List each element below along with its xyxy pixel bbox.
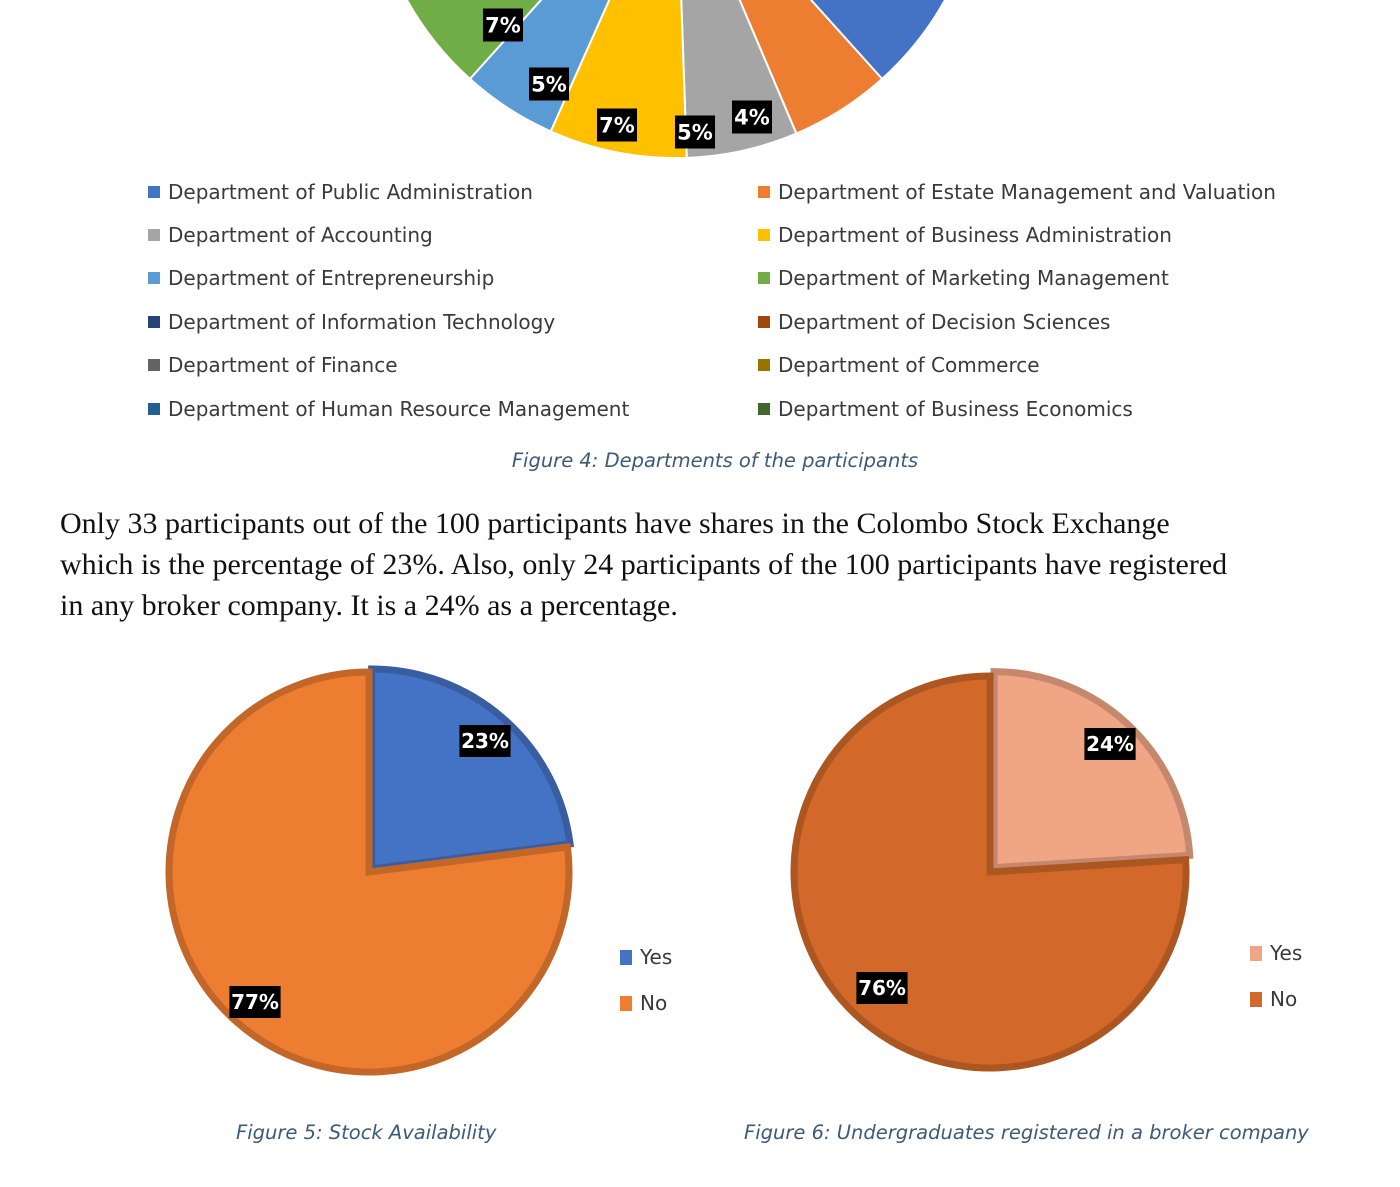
pie-label-no: 76%: [856, 972, 908, 1004]
pie-slice-yes: [368, 665, 574, 873]
pie-label-yes: 24%: [1084, 728, 1136, 760]
broker-registration-legend: Yes No: [1250, 930, 1302, 1022]
pie-slice-no: [790, 672, 1190, 1072]
legend-label: Department of Human Resource Management: [168, 396, 630, 421]
legend-swatch: [758, 359, 770, 372]
legend-swatch: [148, 272, 160, 285]
legend-swatch: [758, 229, 770, 242]
legend-item-department: Department of Human Resource Management: [148, 387, 758, 430]
legend-label: No: [640, 991, 668, 1015]
department-pie-label: 7%: [482, 8, 524, 42]
legend-label: Yes: [1270, 941, 1303, 965]
department-pie-label: 5%: [674, 115, 716, 149]
legend-swatch: [620, 949, 632, 965]
legend-item-yes: Yes: [1250, 930, 1302, 976]
stock-availability-pie-chart: 23% 77%: [165, 665, 574, 1076]
paragraph-line: in any broker company. It is a 24% as a …: [60, 589, 678, 622]
legend-label: Department of Accounting: [168, 223, 433, 248]
legend-label: Department of Decision Sciences: [778, 309, 1111, 334]
pie-label-no: 77%: [229, 986, 281, 1018]
legend-item-department: Department of Marketing Management: [758, 257, 1348, 300]
departments-legend: Department of Public Administration Depar…: [148, 170, 1348, 430]
legend-item-department: Department of Business Economics: [758, 387, 1348, 430]
figure-5-caption: Figure 5: Stock Availability: [236, 1121, 497, 1144]
legend-label: Department of Commerce: [778, 353, 1040, 378]
legend-item-no: No: [620, 980, 672, 1026]
paragraph-line: Only 33 participants out of the 100 part…: [60, 507, 1170, 540]
legend-swatch: [148, 402, 160, 415]
department-pie-label: 4%: [731, 100, 773, 134]
legend-swatch: [758, 402, 770, 415]
legend-item-department: Department of Decision Sciences: [758, 300, 1348, 343]
svg-text:77%: 77%: [231, 990, 279, 1014]
legend-swatch: [758, 315, 770, 328]
svg-text:24%: 24%: [1086, 732, 1134, 756]
legend-label: Department of Public Administration: [168, 179, 533, 204]
paragraph-line: which is the percentage of 23%. Also, on…: [60, 548, 1228, 581]
broker-registration-pie-chart: 24% 76%: [790, 668, 1194, 1072]
legend-label: Department of Entrepreneurship: [168, 266, 495, 291]
legend-swatch: [758, 272, 770, 285]
legend-label: Department of Business Economics: [778, 396, 1133, 421]
department-pie-label: 7%: [596, 108, 638, 142]
legend-item-department: Department of Finance: [148, 344, 758, 387]
legend-swatch: [758, 185, 770, 198]
stock-availability-legend: Yes No: [620, 934, 672, 1026]
departments-pie-chart: 7% 5% 7% 5% 4%: [405, 0, 947, 159]
legend-item-department: Department of Estate Management and Valu…: [758, 170, 1348, 213]
department-pie-label: 5%: [528, 67, 570, 101]
svg-text:5%: 5%: [677, 121, 713, 145]
figure-6-caption: Figure 6: Undergraduates registered in a…: [744, 1121, 1309, 1144]
svg-text:7%: 7%: [485, 14, 521, 38]
pie-slice-no: [165, 668, 573, 1076]
legend-label: Department of Estate Management and Valu…: [778, 179, 1276, 204]
department-pie-slice: [809, 0, 947, 81]
legend-item-department: Department of Public Administration: [148, 170, 758, 213]
legend-item-yes: Yes: [620, 934, 672, 980]
body-paragraph: Only 33 participants out of the 100 part…: [60, 503, 1360, 626]
legend-item-department: Department of Commerce: [758, 344, 1348, 387]
legend-label: Department of Finance: [168, 353, 398, 378]
svg-text:23%: 23%: [461, 729, 509, 753]
legend-item-department: Department of Information Technology: [148, 300, 758, 343]
legend-label: No: [1270, 987, 1298, 1011]
pie-slice-yes: [990, 668, 1194, 872]
svg-text:7%: 7%: [599, 114, 635, 138]
pie-label-yes: 23%: [459, 725, 511, 757]
legend-swatch: [148, 185, 160, 198]
svg-text:76%: 76%: [858, 976, 906, 1000]
legend-swatch: [1250, 991, 1262, 1007]
legend-label: Department of Business Administration: [778, 223, 1172, 248]
legend-item-department: Department of Entrepreneurship: [148, 257, 758, 300]
legend-label: Yes: [640, 945, 673, 969]
figure-4-caption: Figure 4: Departments of the participant…: [511, 449, 919, 472]
svg-text:5%: 5%: [531, 73, 567, 97]
legend-item-department: Department of Accounting: [148, 213, 758, 256]
legend-swatch: [1250, 945, 1262, 961]
legend-swatch: [148, 229, 160, 242]
legend-label: Department of Marketing Management: [778, 266, 1169, 291]
legend-item-no: No: [1250, 976, 1302, 1022]
legend-swatch: [148, 315, 160, 328]
legend-item-department: Department of Business Administration: [758, 213, 1348, 256]
svg-text:4%: 4%: [734, 106, 770, 130]
legend-swatch: [148, 359, 160, 372]
department-pie-slice: [549, 0, 688, 159]
legend-swatch: [620, 995, 632, 1011]
legend-label: Department of Information Technology: [168, 309, 556, 334]
